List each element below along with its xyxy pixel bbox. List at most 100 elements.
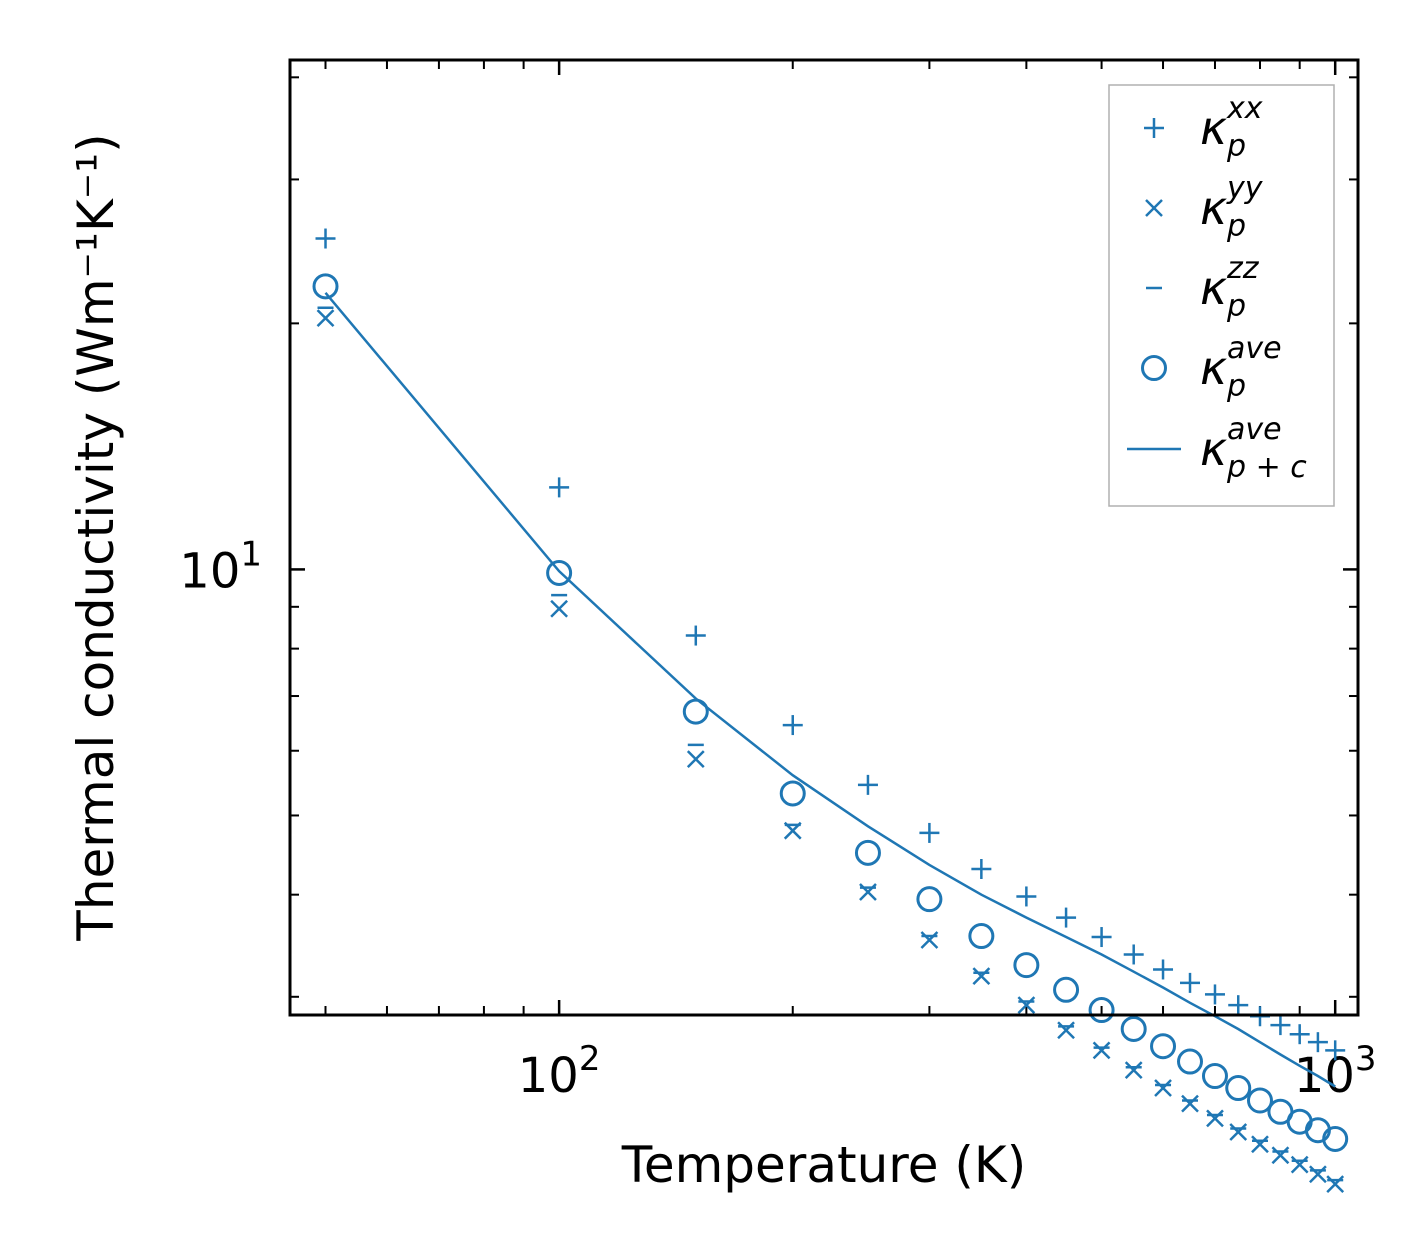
data-point-kyy: [1229, 1123, 1248, 1141]
legend-entry-kxx: κxx p: [1144, 91, 1263, 164]
data-point-kxx: [1228, 995, 1249, 1016]
x-b: [1290, 1155, 1309, 1174]
x-b: [1154, 1079, 1172, 1097]
data-point-kave: [916, 886, 943, 913]
data-point-kyy: [1206, 1109, 1224, 1128]
legend-marker-icon: [1144, 118, 1164, 138]
legend-superscript: ave: [1227, 412, 1282, 447]
data-point-kave: [1013, 952, 1040, 979]
data-point-kxx: [685, 625, 706, 646]
x-tick-label: 103: [1294, 1039, 1377, 1104]
series-line-kpc: [324, 291, 1336, 1088]
data-point-kyy: [1154, 1079, 1172, 1097]
y-axis-label: Thermal conductivity (Wm⁻¹K⁻¹): [67, 133, 125, 941]
x-tick-base: 10: [1294, 1048, 1355, 1104]
series-layer: [312, 228, 1349, 1193]
legend-subscript: p: [1226, 129, 1246, 164]
legend-marker-icon: [1141, 355, 1167, 381]
legend-label: κyy p: [1200, 171, 1264, 244]
data-point-kave: [1322, 1125, 1349, 1152]
data-point-kave: [1177, 1048, 1204, 1075]
x-b: [1326, 1175, 1345, 1193]
x-tick-label: 102: [518, 1039, 601, 1104]
data-point-kave: [546, 559, 573, 586]
legend-label: κzz p: [1200, 251, 1260, 324]
legend-symbol: κ: [1200, 261, 1227, 315]
legend-entry-kzz: κzz p: [1146, 251, 1260, 324]
major-ticks: [290, 60, 1358, 1015]
legend-symbol: κ: [1200, 341, 1227, 395]
data-point-kave: [312, 273, 339, 300]
legend-marker-icon: [1145, 199, 1163, 217]
data-point-kxx: [1325, 1040, 1346, 1061]
legend-superscript: yy: [1226, 171, 1264, 206]
series-kyy: [316, 309, 1345, 1193]
data-point-kxx: [1289, 1024, 1310, 1045]
data-point-kyy: [972, 967, 991, 985]
data-point-kxx: [857, 774, 878, 795]
data-point-kyy: [1181, 1094, 1199, 1113]
legend-symbol: κ: [1200, 181, 1227, 235]
y-tick-label: 101: [179, 534, 262, 599]
x-b: [1057, 1021, 1075, 1040]
data-point-kxx: [919, 822, 940, 843]
data-point-kxx: [1056, 907, 1077, 928]
data-point-kave: [1246, 1087, 1273, 1114]
data-point-kyy: [1057, 1021, 1075, 1040]
data-point-kyy: [1271, 1146, 1290, 1165]
data-point-kave: [1150, 1033, 1177, 1060]
data-point-kave: [779, 780, 806, 807]
data-point-kxx: [1153, 959, 1174, 980]
legend-label: κxx p: [1200, 91, 1263, 164]
x-b: [1181, 1094, 1199, 1113]
data-point-kave: [1120, 1015, 1147, 1042]
data-point-kxx: [315, 228, 336, 249]
x-b: [1145, 199, 1163, 217]
legend-symbol: κ: [1200, 422, 1227, 476]
series-kave: [312, 273, 1349, 1152]
data-point-kyy: [686, 750, 705, 769]
x-tick-exp: 3: [1355, 1039, 1377, 1079]
x-b: [1271, 1146, 1290, 1165]
x-b: [686, 750, 705, 769]
legend-entry-kave: κave p: [1141, 331, 1282, 404]
x-b: [972, 967, 991, 985]
x-b: [316, 309, 335, 327]
data-point-kxx: [971, 859, 992, 880]
data-point-kxx: [782, 715, 803, 736]
data-point-kyy: [1290, 1155, 1309, 1174]
plot-frame: [288, 58, 1360, 1017]
legend-superscript: xx: [1226, 91, 1263, 126]
legend-subscript: p: [1226, 369, 1246, 404]
series-kpc: [324, 291, 1336, 1088]
legend-entry-kpc: κave p + c: [1127, 412, 1307, 485]
data-point-kave: [1053, 976, 1080, 1003]
data-point-kyy: [1309, 1165, 1327, 1184]
legend-entry-kyy: κyy p: [1145, 171, 1264, 244]
data-point-kyy: [920, 931, 939, 949]
data-point-kyy: [1326, 1175, 1345, 1193]
x-b: [1229, 1123, 1248, 1141]
data-point-kxx: [1204, 984, 1225, 1005]
legend-superscript: ave: [1227, 331, 1282, 366]
legend-subscript: p: [1226, 209, 1246, 244]
data-point-kxx: [549, 477, 570, 498]
x-b: [1017, 996, 1036, 1015]
x-b: [550, 599, 569, 618]
x-tick-base: 10: [518, 1048, 579, 1104]
data-point-kyy: [1251, 1135, 1269, 1154]
legend-frame: [1108, 84, 1335, 507]
x-b: [920, 931, 939, 949]
data-point-kave: [1225, 1075, 1252, 1102]
y-tick-exp: 1: [240, 534, 262, 574]
x-b: [1206, 1109, 1224, 1128]
x-b: [1251, 1135, 1269, 1154]
data-point-kyy: [316, 309, 335, 327]
data-point-kave: [1201, 1063, 1228, 1090]
x-b: [1124, 1061, 1143, 1080]
data-point-kyy: [1092, 1041, 1111, 1060]
x-b: [1092, 1041, 1111, 1060]
